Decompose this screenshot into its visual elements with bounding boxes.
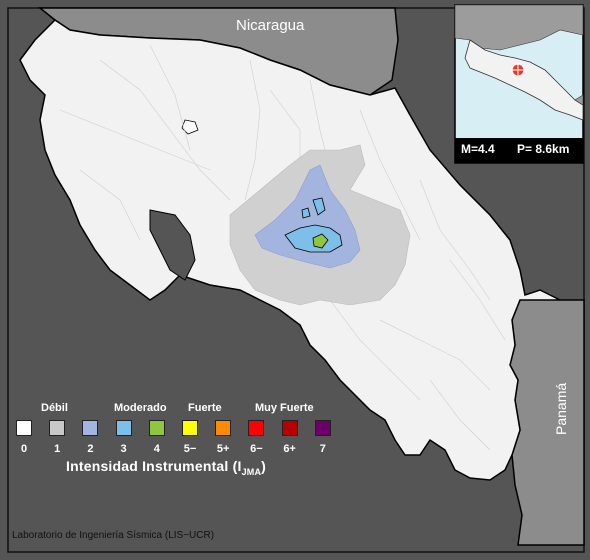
legend-swatch-3	[115, 420, 132, 436]
legend-swatch-9	[314, 420, 331, 436]
legend-level-label-9: 7	[319, 443, 326, 455]
intensity-3-region-north	[312, 197, 326, 216]
legend-swatch-6	[215, 420, 232, 436]
legend-level-label-1: 1	[54, 443, 61, 455]
legend-level-label-4: 4	[153, 443, 160, 455]
depth-label: P= 8.6km	[517, 142, 570, 156]
legend-swatch-0	[16, 420, 32, 436]
magnitude-label: M=4.4	[461, 142, 495, 156]
legend-level-label-5: 5−	[183, 443, 197, 455]
lake	[181, 119, 199, 135]
country-label-nicaragua: Nicaragua	[236, 17, 305, 34]
legend-swatch-5	[182, 420, 198, 436]
inset-map	[454, 4, 584, 164]
legend-level-label-8: 6+	[283, 443, 296, 455]
district-boundaries	[59, 44, 506, 451]
legend-level-label-2: 2	[87, 443, 94, 455]
legend-level-label-0: 0	[20, 443, 28, 455]
legend-swatch-8	[281, 420, 298, 436]
legend-swatch-7	[248, 420, 265, 436]
legend-swatch-4	[148, 420, 165, 436]
legend-category-debil: Débil	[41, 402, 68, 414]
intensity-4-region	[312, 233, 329, 249]
country-label-panama: Panamá	[553, 383, 569, 435]
legend-category-muy-fuerte: Muy Fuerte	[255, 402, 314, 414]
legend-level-label-6: 5+	[216, 443, 230, 455]
legend-category-moderado: Moderado	[114, 402, 167, 414]
legend-category-fuerte: Fuerte	[188, 402, 222, 414]
legend-swatch-2	[82, 420, 99, 436]
credit-text: Laboratorio de Ingeniería Sísmica (LIS−U…	[12, 530, 215, 541]
intensity-3-region-small	[301, 207, 311, 219]
panama-land	[509, 294, 585, 546]
legend-level-label-7: 6−	[250, 443, 263, 455]
legend-title: Intensidad Instrumental (IJMA)	[66, 458, 267, 477]
legend-level-label-3: 3	[120, 443, 127, 455]
nicoya-gulf	[149, 209, 196, 281]
legend-swatch-1	[49, 420, 66, 436]
